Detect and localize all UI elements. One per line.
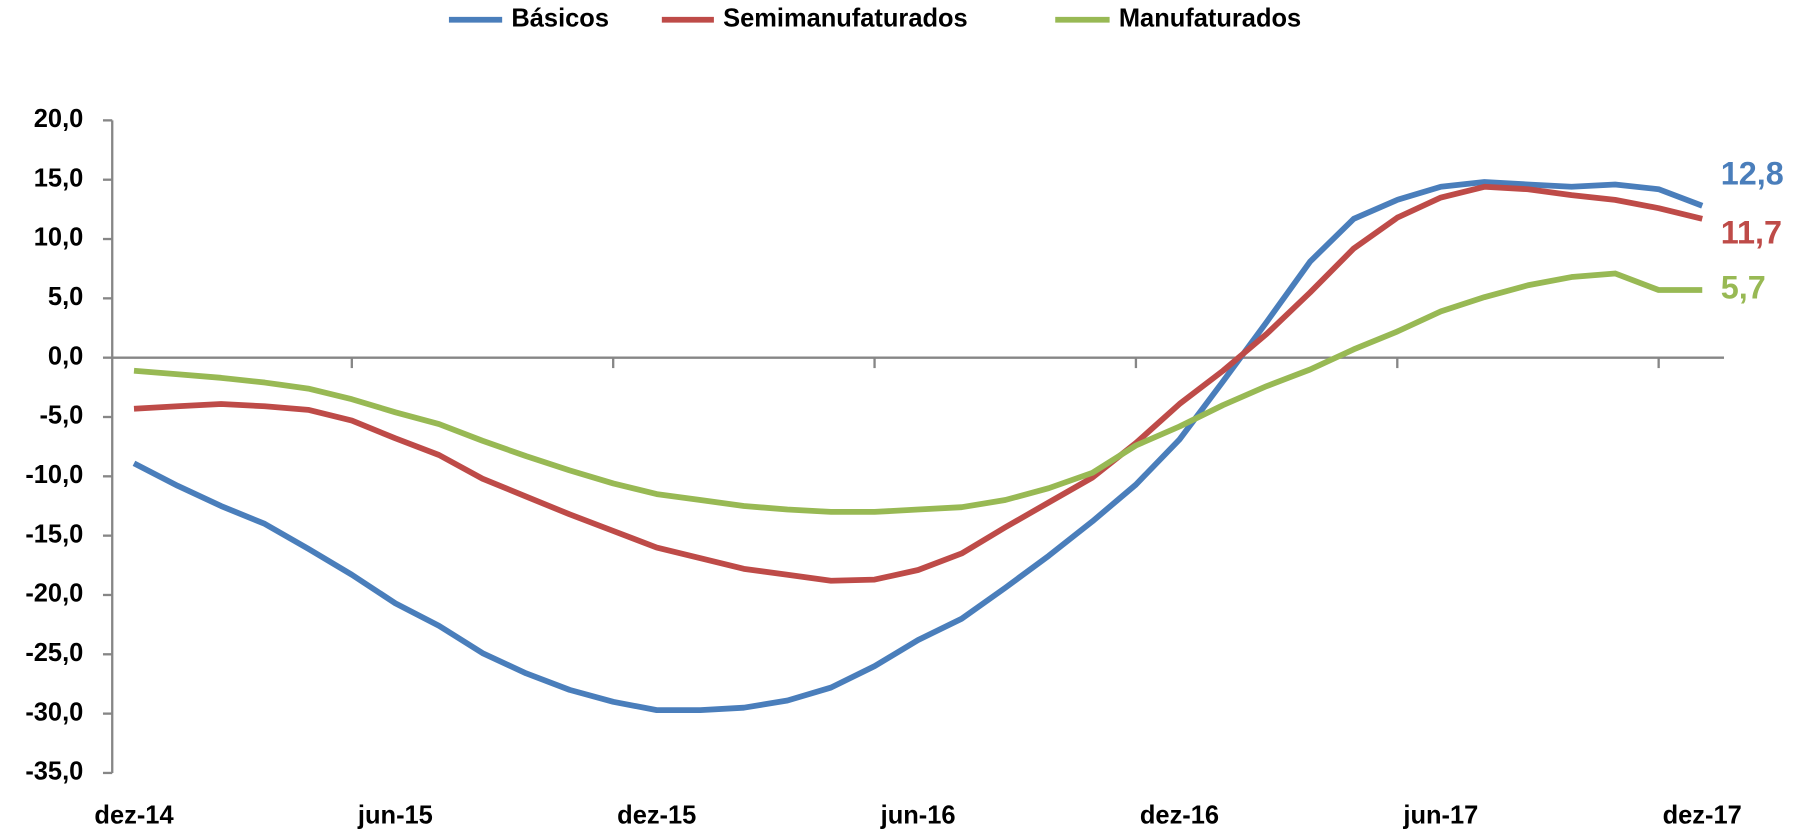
- legend-label: Manufaturados: [1119, 4, 1301, 32]
- data-label: 11,7: [1721, 215, 1782, 251]
- y-tick-label: -15,0: [25, 520, 83, 548]
- y-tick-label: 20,0: [34, 105, 84, 133]
- y-tick-label: -25,0: [25, 639, 83, 667]
- series-line: [133, 270, 1703, 515]
- x-tick-label: jun-16: [880, 802, 956, 830]
- y-tick-label: -10,0: [25, 461, 83, 489]
- x-tick-label: dez-17: [1663, 802, 1742, 830]
- x-tick-label: dez-16: [1140, 802, 1219, 830]
- x-tick-label: jun-17: [1402, 802, 1478, 830]
- y-tick-label: 0,0: [48, 342, 83, 370]
- x-tick-label: jun-15: [357, 802, 433, 830]
- y-tick-label: 5,0: [48, 283, 83, 311]
- x-tick-label: dez-14: [94, 802, 174, 830]
- legend-label: Básicos: [511, 4, 609, 32]
- y-tick-label: 10,0: [34, 224, 84, 252]
- data-label: 5,7: [1721, 270, 1766, 306]
- x-tick-label: dez-15: [617, 802, 696, 830]
- y-tick-label: -20,0: [25, 580, 83, 608]
- y-tick-label: -35,0: [25, 758, 83, 786]
- y-tick-label: -5,0: [39, 402, 83, 430]
- y-tick-label: -30,0: [25, 698, 83, 726]
- legend-label: Semimanufaturados: [723, 4, 968, 32]
- series-line: [133, 183, 1703, 584]
- y-tick-label: 15,0: [34, 164, 84, 192]
- data-label: 12,8: [1721, 155, 1784, 191]
- series-line: [132, 179, 1704, 714]
